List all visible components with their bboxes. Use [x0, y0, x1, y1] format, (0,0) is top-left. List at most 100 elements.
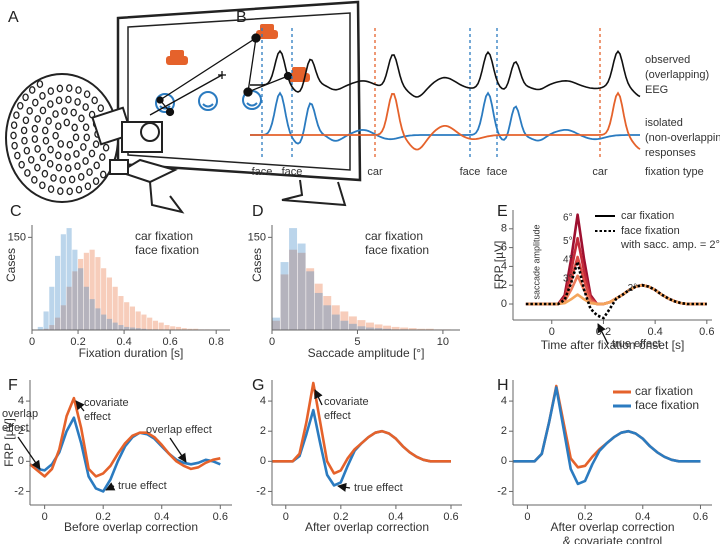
observed-wave: [250, 49, 641, 98]
histogram-bar: [66, 228, 72, 330]
electrode: [18, 160, 25, 169]
electrode: [45, 117, 52, 125]
histogram-bar: [289, 249, 298, 330]
electrode: [22, 116, 30, 125]
electrode: [10, 121, 18, 130]
event-label: car: [592, 166, 608, 178]
histogram-bar: [181, 328, 187, 330]
y-tick-label: -2: [256, 485, 266, 497]
electrode: [55, 151, 62, 160]
histogram-bar: [297, 252, 306, 330]
electrode: [47, 145, 54, 154]
histogram-bar: [348, 316, 357, 330]
electrode: [23, 146, 31, 155]
histogram-bar: [83, 252, 89, 330]
annotation: true effect: [118, 480, 167, 492]
panel-label: F: [8, 377, 18, 394]
series-label: 3°: [563, 273, 573, 284]
electrode: [64, 153, 71, 161]
histogram-bar: [89, 299, 95, 330]
electrode: [34, 145, 41, 153]
y-axis-label: Cases: [250, 248, 264, 282]
x-tick-label: 0.4: [635, 511, 650, 523]
chart-panel: H 0 0.2 0.4 0.6 -2 0 2 4 After overlap correction…: [497, 377, 712, 544]
histogram-bar: [112, 322, 118, 330]
electrode: [26, 107, 33, 115]
x-axis-label: Before overlap correction: [64, 520, 198, 534]
y-tick-label: 4: [260, 395, 266, 407]
histogram-bar: [135, 311, 141, 330]
annotation-arrow: [105, 482, 116, 491]
event-label: face: [252, 166, 273, 178]
legend-label: face fixation: [621, 225, 680, 237]
y-tick-label: 2: [501, 425, 507, 437]
electrode: [99, 153, 106, 161]
x-tick-label: 0.6: [162, 336, 177, 348]
legend-label: with sacc. amp. = 2°: [620, 239, 720, 251]
histogram-bar: [147, 317, 153, 330]
histogram-bar: [280, 262, 289, 330]
x-axis-label: After overlap correction: [305, 520, 429, 534]
annotation: covariate: [84, 397, 129, 409]
electrode: [47, 100, 54, 108]
electrode: [92, 177, 100, 186]
electrode: [56, 84, 64, 93]
series-label: 5°: [563, 236, 573, 247]
electrode: [41, 169, 49, 178]
y-tick-label: -2: [14, 485, 24, 497]
y-tick-label: 6: [501, 242, 507, 254]
electrode: [93, 161, 100, 170]
electrode: [55, 96, 63, 105]
electrode: [61, 107, 68, 115]
histogram-bar: [193, 328, 199, 330]
panel-label: D: [252, 203, 264, 220]
electrode: [34, 163, 41, 172]
x-tick-label: 0.4: [388, 511, 403, 523]
electrode: [57, 187, 64, 196]
panel-label: G: [252, 377, 264, 394]
electrode: [52, 110, 59, 118]
line: [272, 381, 451, 475]
y-axis-label: FRP [µV]: [492, 241, 506, 290]
isolated-label: (non-overlapping): [645, 132, 720, 144]
histogram-bar: [129, 327, 136, 330]
histogram-bar: [323, 305, 332, 330]
line: [513, 386, 701, 486]
x-tick-label: 0.4: [154, 511, 169, 523]
histogram-bar: [170, 326, 176, 330]
electrode: [65, 164, 72, 173]
histogram-bar: [49, 286, 55, 330]
chart-panel: D 0 5 10 150 Cases Saccade amplitude [°] car fi…: [248, 203, 460, 360]
histogram-bar: [95, 308, 101, 330]
x-tick-label: 0: [283, 511, 289, 523]
annotation-arrow: [597, 323, 609, 345]
histogram-bar: [175, 326, 182, 330]
histogram-bar: [331, 305, 340, 330]
electrode: [39, 181, 46, 190]
electrode: [13, 111, 20, 120]
electrode: [80, 143, 87, 151]
x-tick-label: 0: [29, 336, 35, 348]
electrode: [47, 87, 55, 95]
x-tick-label: 0.6: [443, 511, 458, 523]
histogram-bar: [272, 320, 280, 330]
histogram-bar: [314, 292, 323, 330]
histogram-bar: [331, 314, 340, 330]
histogram-bar: [124, 302, 130, 330]
electrode: [71, 123, 78, 132]
x-tick-label: 0: [269, 336, 275, 348]
observed-label: EEG: [645, 84, 668, 96]
histogram-bar: [152, 320, 159, 330]
electrode: [55, 163, 63, 172]
electrode: [86, 168, 93, 176]
histogram-bar: [141, 314, 147, 330]
electrode: [10, 131, 17, 140]
electrode: [65, 95, 72, 104]
electrode: [59, 176, 66, 184]
electrode: [102, 143, 110, 152]
histogram-bar: [66, 286, 72, 330]
electrode: [84, 182, 92, 191]
series-label: 2°: [628, 283, 638, 294]
